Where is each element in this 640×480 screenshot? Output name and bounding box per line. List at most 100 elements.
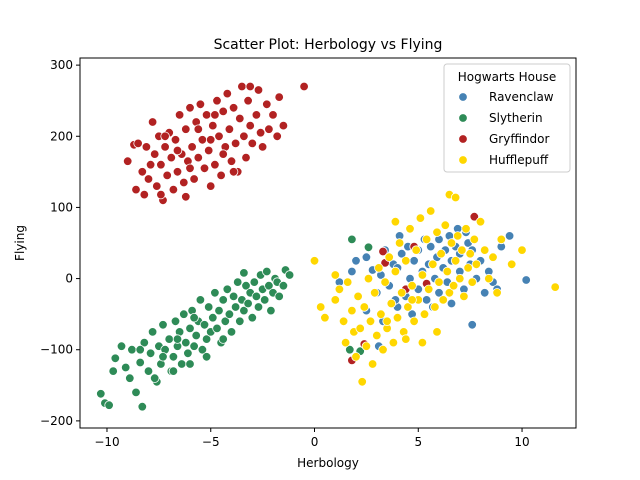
legend-box	[443, 63, 571, 173]
data-point	[179, 177, 189, 188]
data-point	[488, 252, 498, 262]
data-point	[197, 135, 208, 145]
legend-title: Hogwarts House	[458, 70, 556, 84]
data-point	[131, 387, 141, 398]
data-point	[245, 81, 255, 92]
data-point	[434, 277, 444, 287]
data-point	[392, 313, 403, 323]
data-point	[343, 277, 353, 287]
data-point	[262, 99, 272, 110]
data-point	[378, 345, 388, 355]
data-point	[168, 184, 179, 195]
data-point	[401, 334, 411, 344]
data-point	[450, 256, 461, 266]
data-point	[168, 352, 179, 362]
data-point	[484, 273, 494, 284]
data-point	[205, 181, 216, 191]
data-point	[168, 366, 179, 376]
y-axis-label: Flying	[13, 225, 27, 261]
data-point	[160, 131, 170, 142]
data-point	[239, 131, 249, 142]
data-point	[446, 238, 457, 248]
data-point	[397, 248, 407, 259]
data-point	[181, 337, 191, 348]
data-point	[137, 167, 148, 177]
x-axis-label: Herbology	[297, 456, 359, 470]
data-point	[264, 281, 274, 291]
y-tick-label: 300	[50, 58, 73, 72]
data-point	[222, 284, 233, 295]
data-point	[241, 152, 251, 163]
data-point	[388, 337, 399, 348]
data-point	[357, 377, 367, 387]
x-tick-label: 5	[414, 435, 422, 449]
data-point	[415, 213, 426, 223]
data-point	[235, 316, 245, 327]
data-point	[131, 184, 141, 195]
data-point	[436, 248, 446, 259]
data-point	[239, 268, 249, 278]
data-point	[440, 220, 451, 230]
data-point	[133, 138, 143, 149]
data-point	[143, 174, 154, 184]
data-point	[496, 234, 507, 245]
data-point	[517, 245, 527, 255]
data-point	[353, 291, 363, 302]
data-point	[253, 302, 264, 312]
data-point	[135, 345, 145, 355]
data-point	[147, 327, 158, 337]
data-point	[243, 95, 253, 106]
data-point	[442, 266, 453, 277]
data-point	[158, 352, 168, 362]
data-point	[251, 110, 262, 120]
data-point	[465, 248, 475, 259]
data-point	[330, 270, 341, 280]
data-point	[212, 95, 222, 106]
data-point	[228, 103, 239, 113]
data-point	[185, 103, 195, 113]
data-point	[469, 234, 480, 245]
data-point	[216, 170, 226, 181]
data-point	[237, 81, 247, 92]
data-point	[193, 152, 204, 163]
data-point	[179, 309, 189, 319]
data-point	[480, 288, 490, 298]
legend-items: Ravenclaw Slytherin Gryffindor Hufflepuff	[458, 90, 554, 167]
data-point	[222, 88, 233, 99]
data-point	[417, 270, 428, 280]
data-point	[374, 263, 384, 273]
points-layer	[96, 81, 560, 412]
data-point	[363, 242, 374, 253]
data-point	[210, 110, 220, 120]
data-point	[274, 291, 284, 302]
data-point	[230, 138, 241, 149]
data-point	[195, 99, 206, 110]
data-point	[338, 316, 349, 327]
data-point	[166, 152, 177, 163]
legend-marker	[458, 92, 468, 102]
data-point	[363, 273, 374, 284]
data-point	[195, 295, 206, 305]
data-point	[197, 345, 208, 355]
data-point	[457, 245, 467, 255]
data-point	[274, 92, 284, 102]
data-point	[230, 302, 241, 312]
data-point	[181, 192, 191, 202]
data-point	[104, 400, 114, 410]
data-point	[421, 295, 432, 305]
data-point	[407, 281, 417, 291]
data-point	[235, 113, 245, 124]
data-point	[228, 291, 239, 302]
data-point	[351, 352, 361, 362]
data-point	[125, 373, 135, 383]
data-point	[164, 334, 174, 344]
data-point	[187, 142, 197, 152]
data-point	[208, 313, 218, 323]
data-point	[419, 309, 430, 319]
data-point	[411, 245, 421, 255]
data-point	[262, 266, 272, 277]
data-point	[424, 284, 434, 295]
data-point	[299, 81, 309, 92]
data-point	[257, 142, 268, 152]
